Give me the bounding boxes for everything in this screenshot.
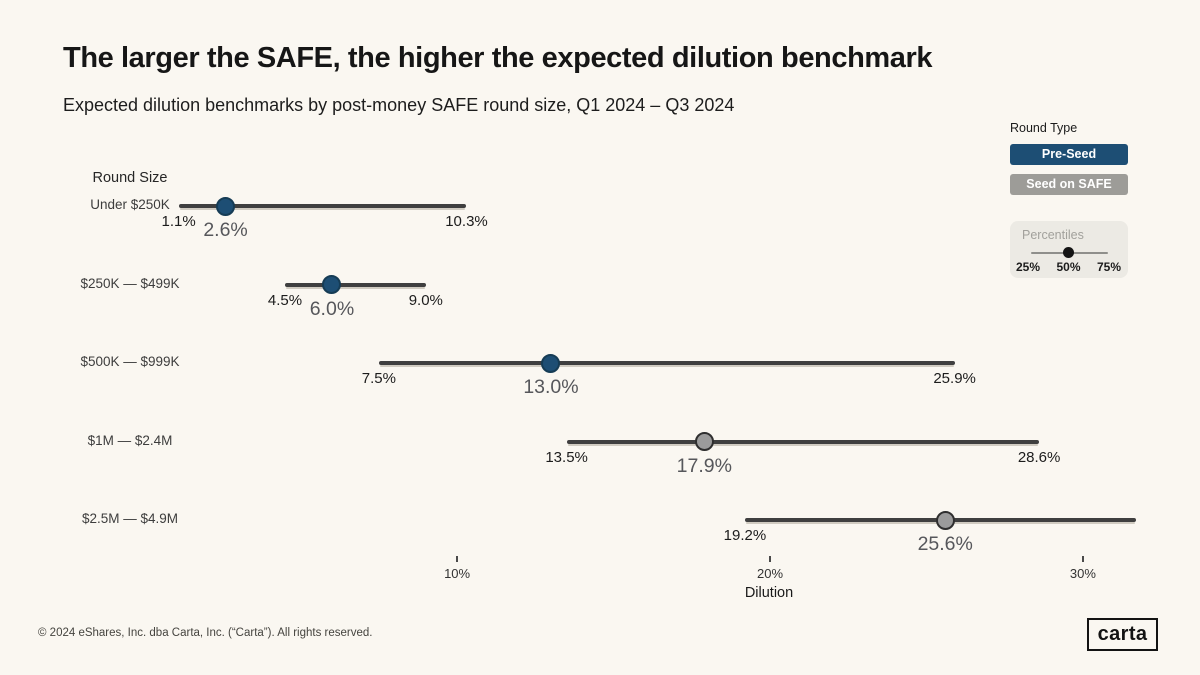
median-label: 6.0% bbox=[309, 297, 355, 320]
median-label: 17.9% bbox=[676, 454, 732, 477]
x-tick-label: 30% bbox=[1069, 566, 1096, 581]
row-label: $1M — $2.4M bbox=[87, 432, 173, 448]
p75-label: 28.6% bbox=[1017, 448, 1061, 466]
p75-label: 9.0% bbox=[408, 291, 443, 309]
x-tick bbox=[1082, 556, 1084, 562]
median-dot[interactable] bbox=[935, 510, 955, 530]
median-dot[interactable] bbox=[216, 196, 236, 216]
p75-label: 10.3% bbox=[445, 213, 488, 230]
x-tick-label: 20% bbox=[756, 566, 784, 581]
percentiles-label: Percentiles bbox=[1022, 228, 1084, 242]
range-line bbox=[566, 439, 1040, 444]
median-dot[interactable] bbox=[322, 275, 342, 294]
median-label: 25.6% bbox=[917, 533, 973, 555]
x-tick-label: 10% bbox=[444, 566, 471, 581]
footer-copyright: © 2024 eShares, Inc. dba Carta, Inc. (“C… bbox=[38, 627, 373, 639]
x-axis-label: Dilution bbox=[744, 585, 794, 601]
page-title: The larger the SAFE, the higher the expe… bbox=[63, 42, 933, 74]
percentile-tick-25[interactable]: 25% bbox=[1016, 260, 1041, 274]
p25-label: 7.5% bbox=[361, 370, 396, 387]
median-label: 2.6% bbox=[203, 219, 248, 241]
row-label: $500K — $999K bbox=[80, 354, 180, 369]
p25-label: 4.5% bbox=[267, 291, 303, 309]
round-size-header: Round Size bbox=[92, 170, 168, 186]
round-type-label: Round Type bbox=[1010, 121, 1078, 135]
percentile-tick-50[interactable]: 50% bbox=[1056, 260, 1081, 274]
p75-label: 25.9% bbox=[933, 370, 976, 387]
median-dot[interactable] bbox=[694, 432, 714, 451]
median-label: 13.0% bbox=[523, 376, 579, 398]
row-label: $2.5M — $4.9M bbox=[81, 511, 179, 526]
carta-logo: carta bbox=[1087, 618, 1158, 651]
median-dot[interactable] bbox=[541, 353, 561, 373]
x-tick bbox=[769, 556, 771, 562]
round-type-seed-on-safe-button[interactable]: Seed on SAFE bbox=[1010, 174, 1128, 195]
round-type-pre-seed-button[interactable]: Pre-Seed bbox=[1010, 144, 1128, 165]
row-label: $250K — $499K bbox=[80, 275, 180, 291]
p25-label: 13.5% bbox=[545, 448, 588, 466]
percentiles-slider-knob[interactable] bbox=[1063, 247, 1074, 258]
range-line bbox=[378, 361, 955, 365]
x-tick bbox=[456, 556, 458, 562]
percentile-tick-75[interactable]: 75% bbox=[1096, 260, 1121, 274]
p25-label: 1.1% bbox=[161, 213, 196, 230]
range-line bbox=[285, 282, 426, 287]
p25-label: 19.2% bbox=[723, 527, 767, 544]
page-subtitle: Expected dilution benchmarks by post-mon… bbox=[63, 95, 735, 115]
percentiles-tick-labels: 25% 50% 75% bbox=[1016, 260, 1121, 274]
range-line bbox=[178, 204, 467, 208]
row-label: Under $250K bbox=[90, 197, 170, 212]
